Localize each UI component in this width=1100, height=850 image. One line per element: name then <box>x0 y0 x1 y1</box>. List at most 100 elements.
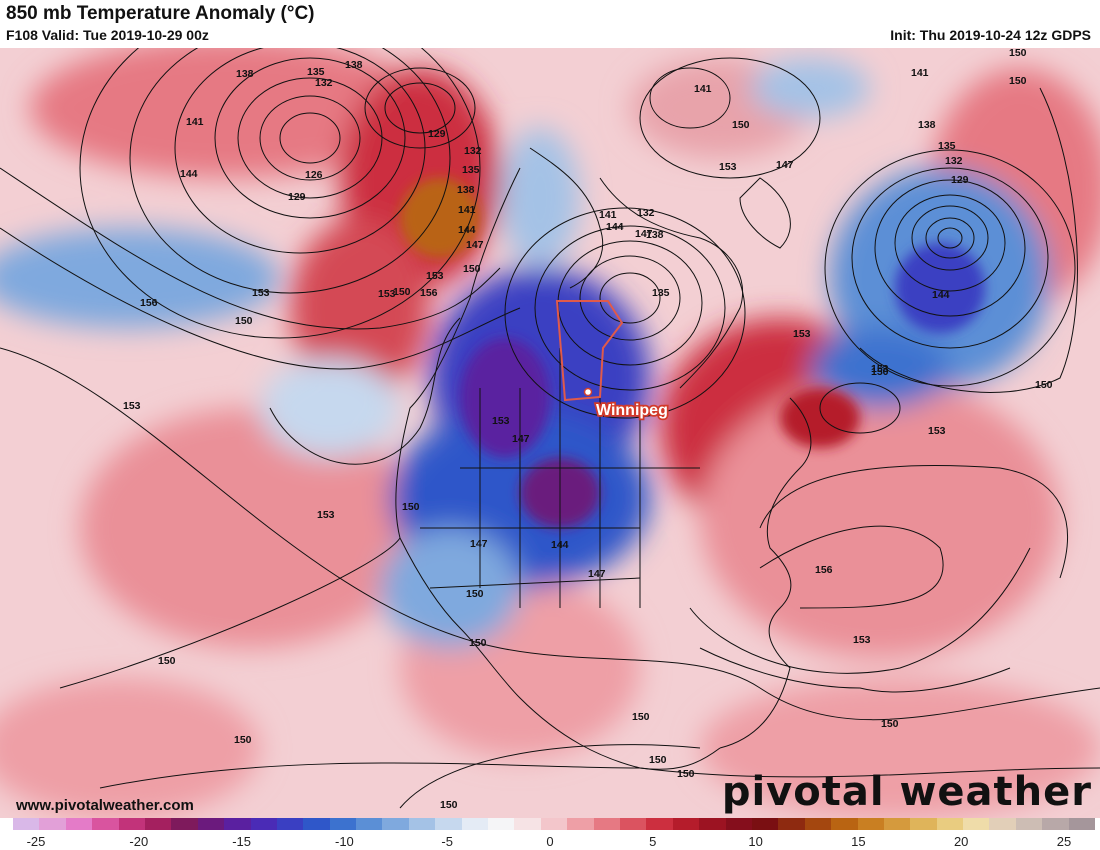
contour-label: 153 <box>871 363 889 375</box>
contour-label: 150 <box>677 768 695 780</box>
contour-label: 138 <box>457 184 475 196</box>
colorbar-strip <box>13 818 1096 830</box>
contour-label: 135 <box>938 140 956 152</box>
colorbar-swatch <box>329 818 357 830</box>
contour-label: 150 <box>649 754 667 766</box>
colorbar-tick-label: 5 <box>649 834 657 849</box>
contour-label: 153 <box>426 270 444 282</box>
colorbar-swatch <box>619 818 647 830</box>
contour-label: 138 <box>345 59 363 71</box>
colorbar-swatch <box>857 818 884 830</box>
colorbar-swatch <box>382 818 409 830</box>
contour-label: 147 <box>470 538 488 550</box>
colorbar-swatch <box>672 818 700 830</box>
colorbar-swatch <box>804 818 832 830</box>
colorbar-swatch <box>118 818 145 830</box>
colorbar-swatch <box>514 818 541 830</box>
contour-label: 129 <box>428 128 446 140</box>
colorbar-swatch <box>910 818 937 830</box>
contour-label: 150 <box>393 286 411 298</box>
contour-label: 150 <box>440 799 458 811</box>
contour-label: 156 <box>420 287 438 299</box>
contour-label: 135 <box>462 164 480 176</box>
contour-label: 153 <box>853 634 871 646</box>
contour-label: 153 <box>252 287 270 299</box>
contour-label: 153 <box>793 328 811 340</box>
contour-label: 129 <box>951 174 969 186</box>
valid-time: F108 Valid: Tue 2019-10-29 00z <box>6 27 209 43</box>
contour-label: 156 <box>815 564 833 576</box>
contour-label: 147 <box>512 433 530 445</box>
colorbar-swatch <box>593 818 620 830</box>
contour-label: 150 <box>469 637 487 649</box>
contour-label: 150 <box>402 501 420 513</box>
colorbar-swatch <box>65 818 93 830</box>
contour-label: 141 <box>911 67 929 79</box>
contour-label: 150 <box>1035 379 1053 391</box>
colorbar-tick-label: -15 <box>232 834 251 849</box>
colorbar-swatch <box>989 818 1016 830</box>
contour-label: 138 <box>236 68 254 80</box>
contour-label: 132 <box>464 145 482 157</box>
contour-label: 153 <box>317 509 335 521</box>
colorbar-swatch <box>1015 818 1043 830</box>
colorbar-swatch <box>751 818 779 830</box>
colorbar-swatch <box>224 818 251 830</box>
colorbar-swatch <box>646 818 673 830</box>
winnipeg-label: Winnipeg <box>596 402 668 419</box>
contour-label: 156 <box>140 297 158 309</box>
init-time: Init: Thu 2019-10-24 12z GDPS <box>890 27 1091 43</box>
contour-label: 129 <box>288 191 306 203</box>
map-title: 850 mb Temperature Anomaly (°C) <box>6 3 315 24</box>
contour-label: 138 <box>646 229 664 241</box>
colorbar-swatch <box>408 818 436 830</box>
contour-label: 150 <box>234 734 252 746</box>
contour-label: 138 <box>918 119 936 131</box>
weather-map[interactable]: Winnipeg 138 135 132 138 141 144 126 129 129 132 1… <box>0 48 1100 818</box>
contour-label: 141 <box>458 204 476 216</box>
colorbar-swatch <box>567 818 594 830</box>
colorbar-swatch <box>144 818 172 830</box>
colorbar-swatch <box>13 818 40 830</box>
colorbar-tick-label: 15 <box>851 834 866 849</box>
colorbar-swatch <box>250 818 277 830</box>
contour-label: 132 <box>637 207 655 219</box>
colorbar-tick-label: 0 <box>546 834 554 849</box>
colorbar-swatch <box>936 818 964 830</box>
contour-label: 147 <box>776 159 794 171</box>
contour-label: 150 <box>732 119 750 131</box>
contour-label: 132 <box>945 155 963 167</box>
colorbar-swatch <box>92 818 119 830</box>
contour-label: 153 <box>492 415 510 427</box>
colorbar-tick-label: 20 <box>953 834 969 849</box>
contour-label: 141 <box>186 116 204 128</box>
contour-label: 135 <box>652 287 670 299</box>
contour-label: 144 <box>180 168 198 180</box>
contour-label: 153 <box>719 161 737 173</box>
contour-label: 144 <box>458 224 476 236</box>
colorbar-swatch <box>1068 818 1096 830</box>
colorbar-swatch <box>488 818 515 830</box>
contour-label: 150 <box>1009 48 1027 59</box>
colorbar-swatch <box>778 818 805 830</box>
contour-label: 147 <box>635 228 653 240</box>
website-label[interactable]: www.pivotalweather.com <box>16 797 194 814</box>
colorbar-tick-label: -5 <box>441 834 453 849</box>
contour-label: 147 <box>588 568 606 580</box>
contour-label: 150 <box>1009 75 1027 87</box>
colorbar-swatch <box>435 818 462 830</box>
winnipeg-marker[interactable] <box>583 387 593 397</box>
colorbar-swatch <box>39 818 66 830</box>
colorbar-swatch <box>883 818 911 830</box>
contour-label: 135 <box>307 66 325 78</box>
contour-label: 144 <box>932 289 950 301</box>
contour-label: 150 <box>235 315 253 327</box>
contour-label: 144 <box>551 539 569 551</box>
contour-label: 126 <box>305 169 323 181</box>
contour-label: 150 <box>463 263 481 275</box>
colorbar-swatch <box>831 818 858 830</box>
colorbar-tick-label: -10 <box>334 834 354 849</box>
contour-label: 150 <box>466 588 484 600</box>
brand-logo: pivotal weather <box>721 769 1092 815</box>
